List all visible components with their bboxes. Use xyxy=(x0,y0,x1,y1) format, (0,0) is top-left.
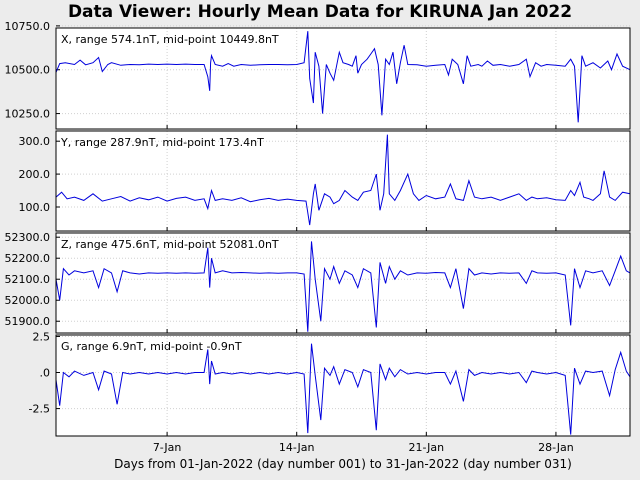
panel-x-label: X, range 574.1nT, mid-point 10449.8nT xyxy=(61,33,279,46)
panel-z-y-tick-label: 52300.0 xyxy=(5,231,51,244)
panel-g-label: G, range 6.9nT, mid-point -0.9nT xyxy=(61,340,242,353)
x-tick-label: 14-Jan xyxy=(279,441,315,454)
panel-y-background xyxy=(56,131,630,231)
panel-x-y-tick-label: 10250.0 xyxy=(5,108,51,121)
panel-y-y-tick-label: 100.0 xyxy=(19,201,51,214)
panel-y-y-tick-label: 200.0 xyxy=(19,168,51,181)
panel-x-series-line xyxy=(55,31,631,123)
panel-z-series-line xyxy=(55,241,631,332)
panel-g-y-tick-label: -2.5 xyxy=(29,403,50,416)
panel-x-frame xyxy=(55,27,631,130)
panel-z-label: Z, range 475.6nT, mid-point 52081.0nT xyxy=(61,238,279,251)
panel-g-background xyxy=(56,335,630,436)
chart-title: Data Viewer: Hourly Mean Data for KIRUNA… xyxy=(67,2,573,22)
panel-z-background xyxy=(56,233,630,333)
x-tick-label: 7-Jan xyxy=(153,441,182,454)
panel-z-y-tick-label: 52000.0 xyxy=(5,294,51,307)
panel-y-label: Y, range 287.9nT, mid-point 173.4nT xyxy=(60,136,264,149)
panel-z-y-tick-label: 52200.0 xyxy=(5,252,51,265)
panel-g-y-tick-label: .0 xyxy=(40,367,51,380)
x-axis-label: Days from 01-Jan-2022 (day number 001) t… xyxy=(114,457,572,471)
panel-x-y-tick-label: 10750.0 xyxy=(5,20,51,33)
x-tick-label: 28-Jan xyxy=(538,441,574,454)
panel-x-y-tick-label: 10500.0 xyxy=(5,64,51,77)
panel-y-frame xyxy=(55,130,631,232)
panel-z-frame xyxy=(55,232,631,334)
panel-g-series-line xyxy=(55,343,631,435)
panel-z-y-tick-label: 52100.0 xyxy=(5,273,51,286)
panel-y-series-line xyxy=(55,134,631,226)
panel-z-y-tick-label: 51900.0 xyxy=(5,315,51,328)
panel-x-background xyxy=(56,28,630,129)
panel-y-y-tick-label: 300.0 xyxy=(19,135,51,148)
x-tick-label: 21-Jan xyxy=(409,441,445,454)
panel-g-frame xyxy=(55,334,631,437)
panel-g-y-tick-label: 2.5 xyxy=(33,330,51,343)
